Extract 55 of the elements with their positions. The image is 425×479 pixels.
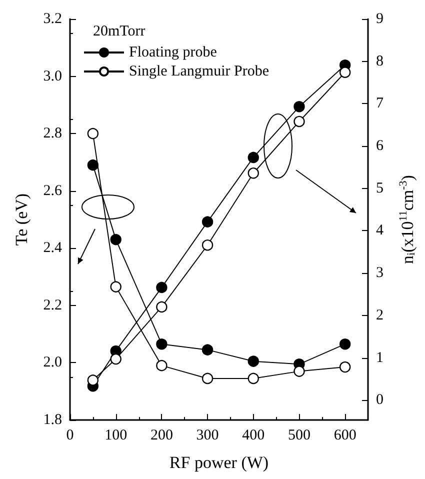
point [156,360,168,372]
point [87,374,99,386]
y-tick-label: 2.2 [43,297,62,314]
y2-tick-label: 0 [376,392,384,408]
point [110,281,122,292]
annotation: 20mTorr [93,24,146,40]
point [248,152,259,164]
y2-tick-label: 2 [376,307,384,324]
x-tick-label: 500 [288,428,310,444]
x-tick-label: 200 [150,428,173,444]
point [294,366,305,377]
y-tick-label: 2.0 [43,354,62,371]
legend-label: Single Langmuir Probe [129,64,270,80]
y2-tick-label: 5 [376,180,384,196]
y2-tick-label: 8 [376,53,384,70]
point [156,301,168,313]
y2-tick-label: 9 [376,11,384,27]
y-tick-label: 2.6 [43,182,62,199]
point [110,234,122,246]
point [294,101,305,112]
point [87,128,99,140]
y-tick-label: 2.4 [43,240,62,256]
point [202,240,214,251]
point [202,344,214,356]
y-axis-title: Te (eV) [12,193,31,246]
y-tick-label: 3.2 [43,11,62,27]
point [248,168,259,179]
y2-tick-label: 6 [376,138,384,154]
point [87,159,99,171]
y2-axis-title: ni(x1011cm-3) [398,175,418,264]
y-tick-label: 3.0 [43,68,62,84]
x-tick-label: 100 [104,428,128,444]
x-tick-label: 300 [196,428,219,444]
point [248,372,259,384]
x-tick-label: 400 [242,428,265,444]
point [339,66,351,78]
x-tick-label: 600 [334,428,356,444]
point [248,356,259,367]
x-axis-title: RF power (W) [169,453,269,472]
point [156,338,168,350]
y-tick-label: 2.8 [43,126,62,142]
point [202,372,214,384]
y2-tick-label: 7 [376,96,384,112]
legend-label: Floating probe [129,44,218,60]
point [294,116,305,128]
point [339,338,351,350]
y-tick-label: 1.8 [43,412,62,428]
point [110,353,122,365]
y2-tick-label: 1 [376,350,384,366]
x-tick-label: 0 [66,428,74,444]
y2-tick-label: 3 [376,265,384,282]
point [156,282,168,294]
point [339,361,351,373]
y2-tick-label: 4 [376,222,384,239]
point [202,216,214,228]
